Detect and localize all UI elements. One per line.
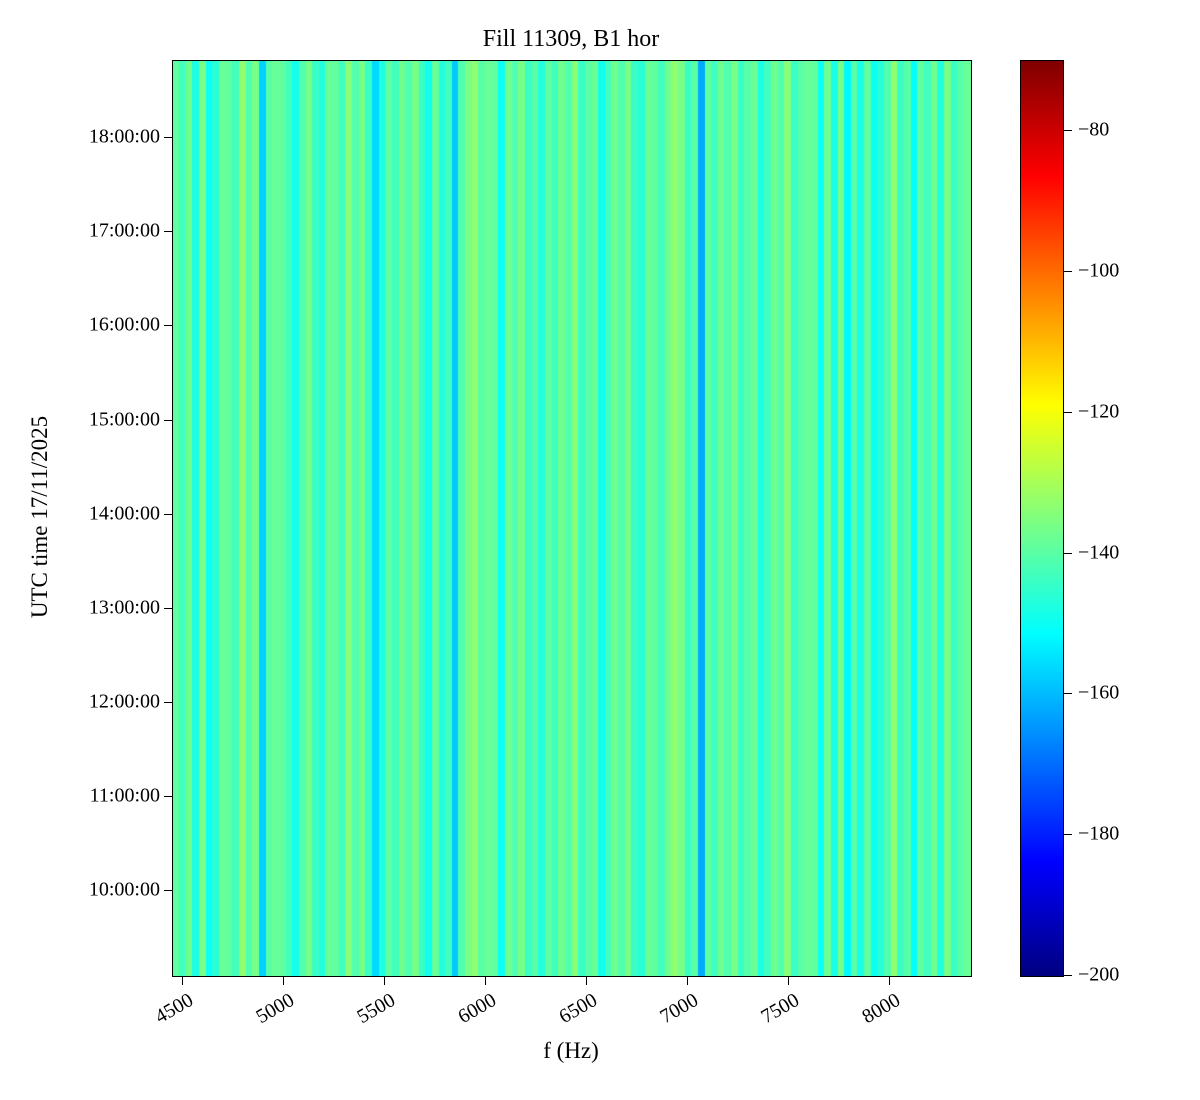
y-axis-label: UTC time 17/11/2025 — [27, 415, 52, 619]
y-tick-mark — [164, 702, 172, 703]
chart-title: Fill 11309, B1 hor — [482, 26, 660, 52]
heatmap-plot-area — [172, 60, 972, 977]
colorbar-tick-mark — [1064, 411, 1072, 413]
x-tick-label: 5000 — [252, 989, 299, 1029]
y-tick-label: 12:00:00 — [88, 690, 160, 713]
colorbar-tick-label: −160 — [1078, 681, 1120, 704]
x-tick-mark — [182, 977, 184, 985]
y-tick-mark — [164, 231, 172, 233]
y-tick-label: 10:00:00 — [88, 878, 160, 901]
y-tick-mark — [164, 419, 172, 421]
colorbar-tick-label: −80 — [1078, 118, 1110, 141]
colorbar-tick-label: −140 — [1078, 541, 1120, 564]
colorbar-tick-label: −200 — [1078, 963, 1120, 986]
y-tick-label: 11:00:00 — [89, 784, 160, 807]
colorbar — [1020, 60, 1064, 977]
x-tick-label: 8000 — [858, 989, 905, 1029]
y-tick-label: 18:00:00 — [88, 125, 160, 148]
colorbar-tick-mark — [1064, 975, 1072, 976]
x-tick-label: 7500 — [757, 989, 804, 1029]
x-tick-label: 5500 — [353, 989, 400, 1029]
colorbar-tick-label: −180 — [1078, 822, 1120, 845]
x-tick-label: 6500 — [555, 989, 602, 1029]
x-tick-mark — [788, 977, 790, 985]
x-tick-mark — [384, 977, 386, 985]
x-tick-mark — [889, 977, 891, 985]
y-tick-label: 14:00:00 — [88, 502, 160, 525]
y-tick-mark — [164, 325, 172, 327]
x-tick-mark — [485, 977, 487, 985]
colorbar-tick-label: −100 — [1078, 259, 1120, 282]
y-tick-mark — [164, 890, 172, 892]
colorbar-tick-label: −120 — [1078, 400, 1120, 423]
colorbar-tick-mark — [1064, 130, 1072, 132]
y-tick-mark — [164, 137, 172, 139]
y-tick-mark — [164, 607, 172, 609]
y-tick-label: 13:00:00 — [88, 596, 160, 619]
x-tick-label: 6000 — [454, 989, 501, 1029]
y-tick-mark — [164, 513, 172, 515]
colorbar-tick-mark — [1064, 552, 1072, 554]
x-axis-label: f (Hz) — [543, 1038, 599, 1063]
y-tick-label: 16:00:00 — [88, 313, 160, 336]
y-tick-mark — [164, 796, 172, 798]
colorbar-tick-mark — [1064, 271, 1072, 273]
colorbar-tick-mark — [1064, 834, 1072, 836]
x-tick-mark — [586, 977, 588, 985]
x-tick-label: 4500 — [151, 989, 198, 1029]
x-tick-mark — [687, 977, 689, 985]
colorbar-tick-mark — [1064, 693, 1072, 695]
x-tick-mark — [283, 977, 285, 985]
y-tick-label: 15:00:00 — [88, 408, 160, 431]
heatmap-canvas — [173, 61, 971, 976]
y-tick-label: 17:00:00 — [88, 219, 160, 242]
x-tick-label: 7000 — [656, 989, 703, 1029]
colorbar-canvas — [1021, 61, 1063, 976]
